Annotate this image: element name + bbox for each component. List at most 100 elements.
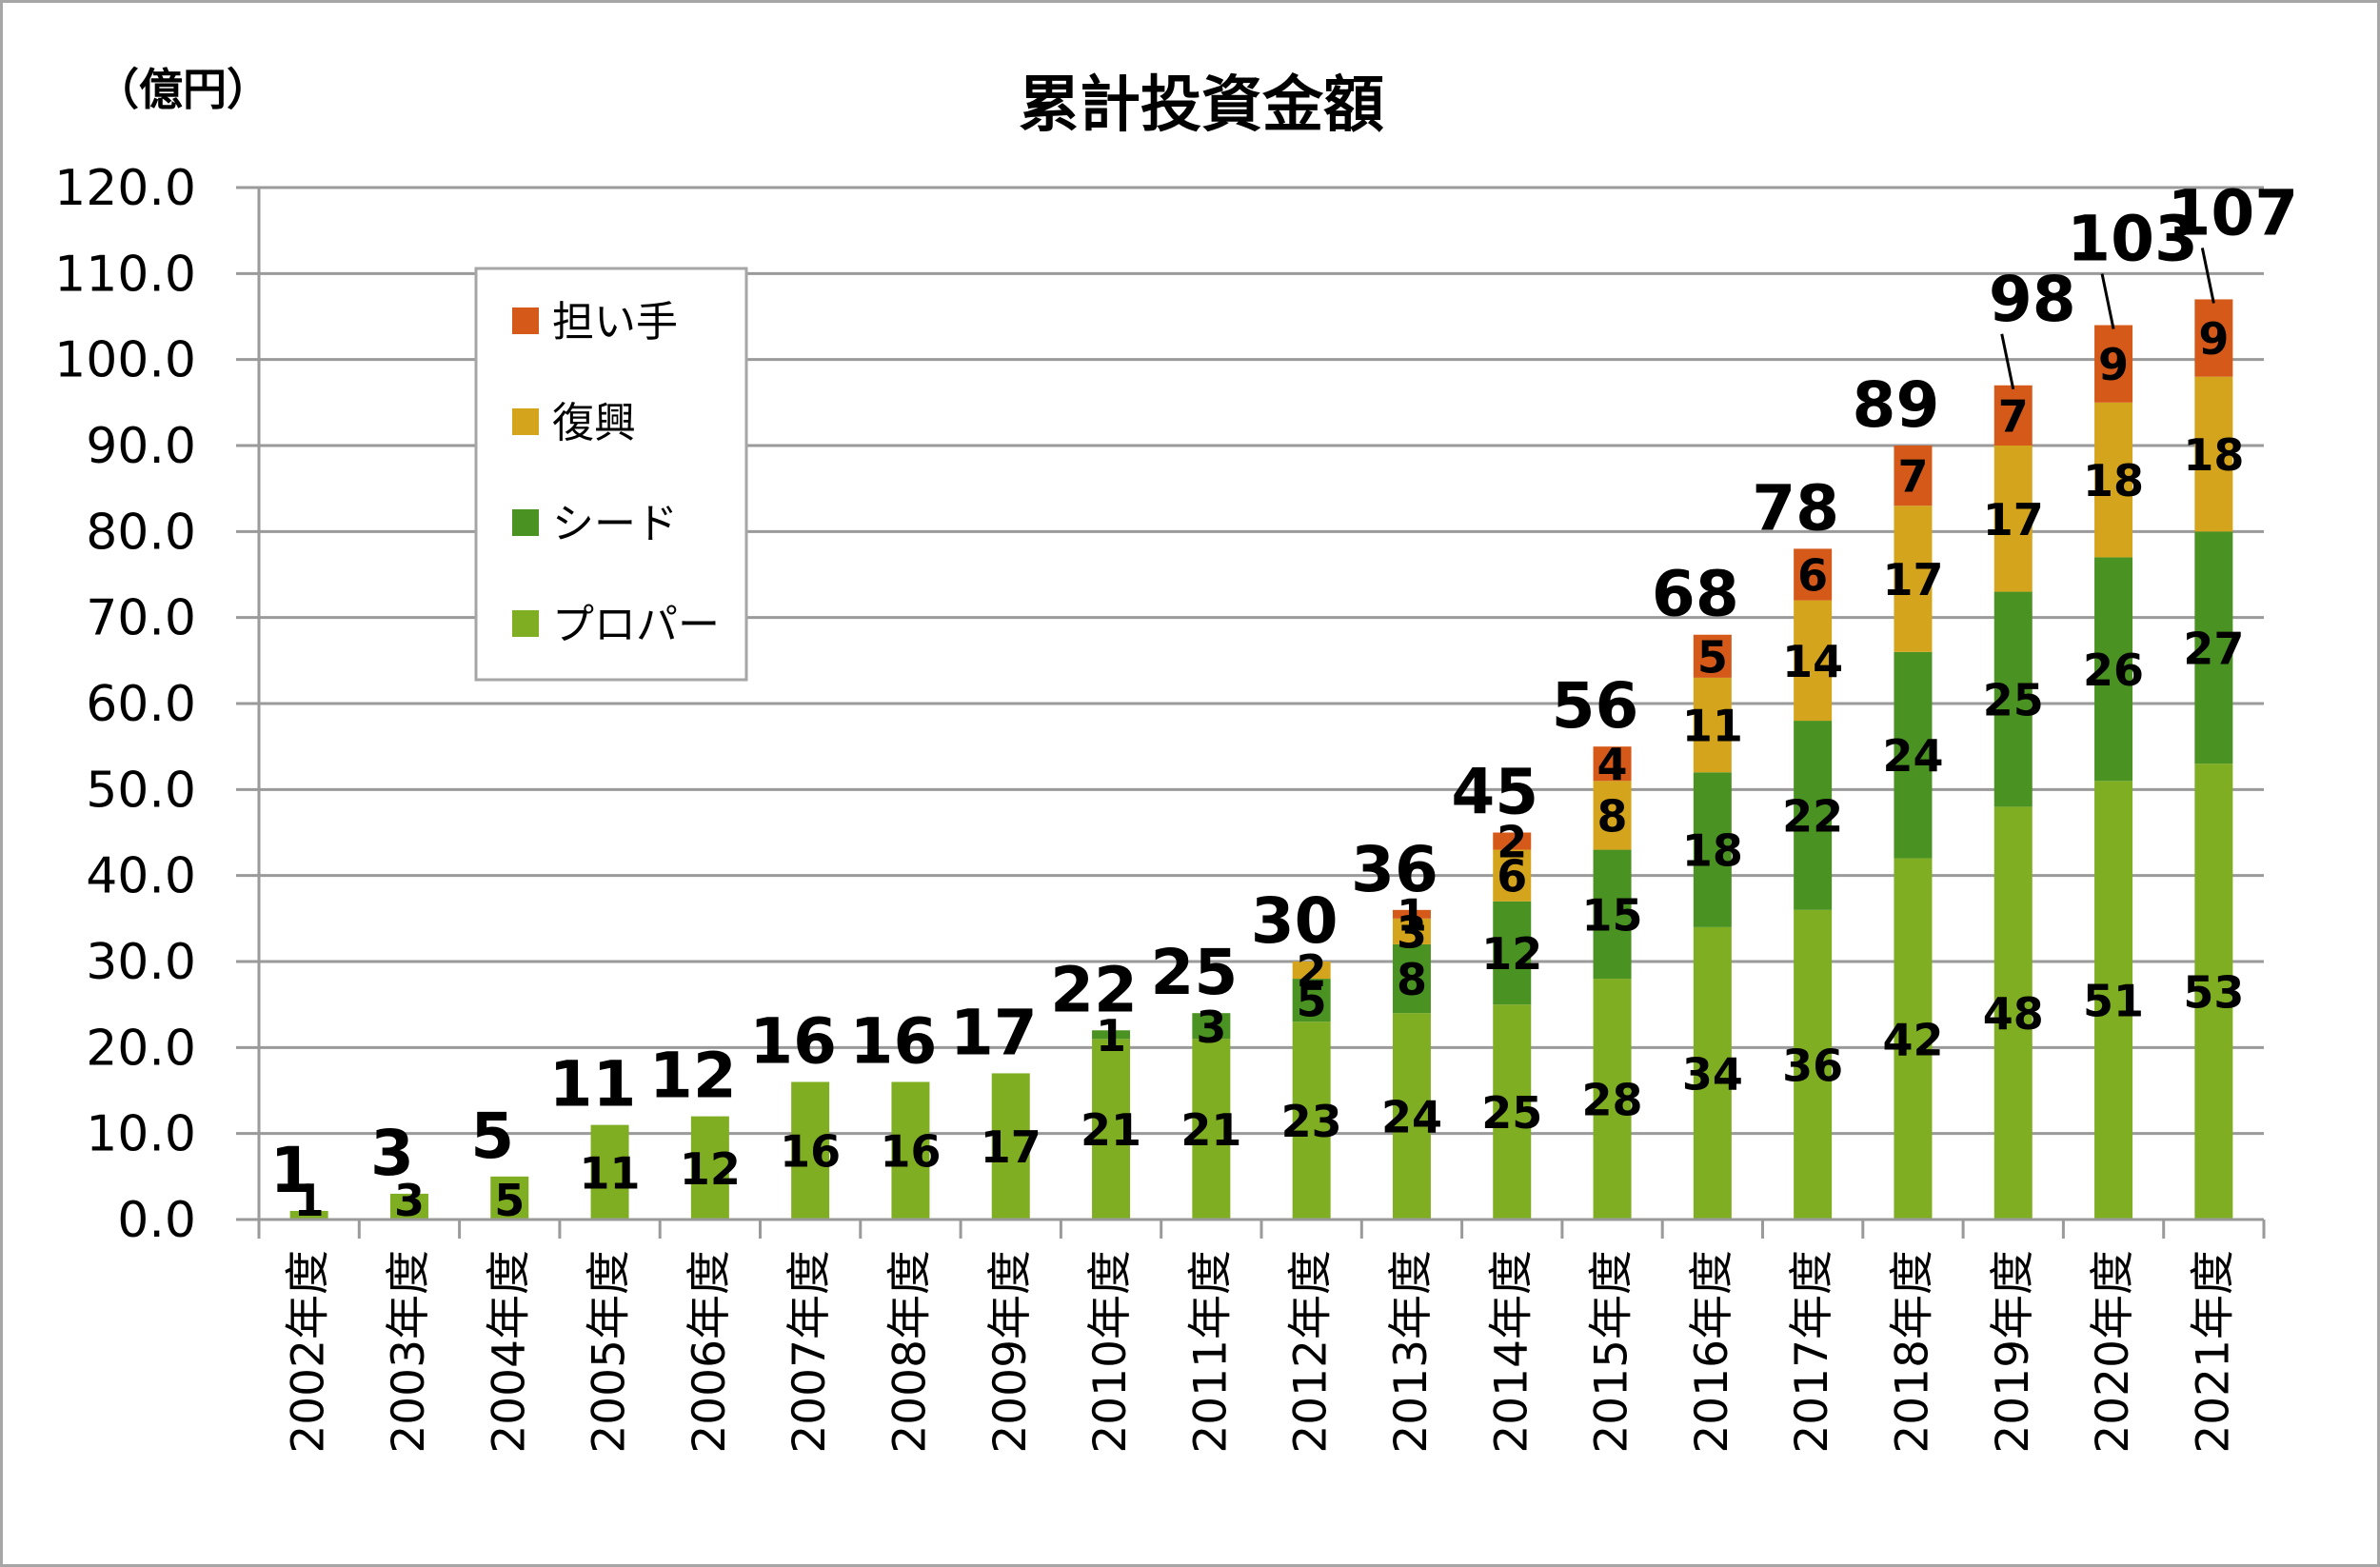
x-tick-label: 2021年度	[2187, 1250, 2239, 1454]
bar-segment	[1493, 901, 1532, 1005]
segment-value-label: 42	[1882, 1014, 1943, 1065]
segment-value-label: 3	[394, 1175, 425, 1226]
legend-label: 復興	[552, 399, 636, 447]
y-tick-label: 60.0	[86, 676, 196, 733]
total-value-label: 68	[1652, 558, 1739, 631]
bar-segment	[1192, 1013, 1231, 1040]
segment-value-label: 6	[1797, 550, 1828, 602]
bar-segment	[991, 1073, 1030, 1220]
bar-segment	[1593, 781, 1632, 850]
total-value-label: 107	[2167, 176, 2298, 249]
x-tick-label: 2006年度	[684, 1250, 736, 1454]
bar-segment	[1993, 446, 2033, 592]
total-value-label: 78	[1752, 471, 1839, 545]
segment-value-label: 9	[2098, 339, 2129, 390]
bar-segment	[389, 1193, 428, 1220]
total-value-label: 11	[549, 1048, 637, 1121]
bar-segment	[1894, 651, 1933, 859]
x-tick-label: 2015年度	[1586, 1250, 1638, 1454]
y-tick-label: 70.0	[86, 590, 196, 647]
x-tick-label: 2018年度	[1886, 1250, 1938, 1454]
segment-value-label: 5	[494, 1175, 525, 1226]
total-value-label: 3	[370, 1117, 414, 1190]
total-value-label: 45	[1451, 756, 1538, 829]
bar-segment	[1192, 1039, 1231, 1220]
segment-value-label: 24	[1882, 730, 1943, 782]
bar-segment	[1593, 979, 1632, 1220]
bar-segment	[1292, 962, 1331, 980]
segment-value-label: 53	[2183, 967, 2244, 1019]
total-value-label: 30	[1251, 884, 1339, 958]
y-tick-label: 80.0	[86, 504, 196, 561]
total-value-label: 98	[1989, 263, 2076, 336]
total-leader-line	[2100, 273, 2115, 329]
segment-value-label: 5	[1697, 631, 1728, 683]
segment-value-label: 21	[1180, 1104, 1241, 1156]
legend-label: 担い手	[552, 298, 678, 347]
segment-value-label: 15	[1582, 889, 1643, 941]
bar-segment	[1894, 506, 1933, 652]
segment-value-label: 18	[2183, 429, 2244, 481]
bar-segment	[1794, 548, 1833, 601]
bar-segment	[791, 1081, 830, 1220]
segment-value-label: 16	[880, 1126, 941, 1178]
bar-segment	[1092, 1030, 1131, 1040]
segment-value-label: 7	[1998, 390, 2029, 442]
total-leader-line	[2200, 248, 2215, 304]
segment-value-label: 8	[1397, 954, 1427, 1005]
y-tick-label: 0.0	[117, 1192, 196, 1249]
y-tick-label: 20.0	[86, 1020, 196, 1077]
bar-segment	[1392, 943, 1431, 1014]
x-tick-label: 2020年度	[2087, 1250, 2139, 1454]
legend-label: シード	[552, 500, 678, 548]
total-value-label: 16	[749, 1004, 837, 1078]
segment-value-label: 36	[1782, 1040, 1843, 1091]
bar-segment	[1092, 1039, 1131, 1220]
bar-segment	[1493, 849, 1532, 902]
total-value-label: 25	[1150, 936, 1238, 1009]
legend-swatch	[512, 307, 539, 334]
segment-value-label: 16	[780, 1126, 841, 1178]
segment-value-label: 3	[1196, 1002, 1226, 1053]
bar-segment	[2194, 764, 2233, 1220]
total-value-label: 1	[270, 1134, 314, 1207]
segment-value-label: 7	[1897, 451, 1928, 503]
y-tick-label: 120.0	[54, 160, 196, 217]
total-value-label: 89	[1853, 368, 1940, 442]
bar-segment	[2194, 299, 2233, 377]
bar-segment	[1593, 746, 1632, 782]
x-axis-tick-labels: 2002年度 2003年度 2004年度 2005年度 2006年度 2007年度 2008…	[283, 1250, 2240, 1454]
x-tick-label: 2010年度	[1084, 1250, 1137, 1454]
legend-label: プロパー	[552, 601, 720, 649]
bar-segment	[289, 1210, 328, 1220]
y-tick-label: 110.0	[54, 246, 196, 303]
bar-segment	[2094, 325, 2133, 403]
x-tick-label: 2005年度	[584, 1250, 636, 1454]
segment-value-label: 21	[1081, 1104, 1141, 1156]
x-tick-label: 2019年度	[1987, 1250, 2039, 1454]
segment-value-label: 17	[981, 1121, 1041, 1173]
bar-segment	[1292, 1022, 1331, 1220]
segment-value-label: 51	[2083, 976, 2144, 1027]
segment-data-labels: 1 3 511 12 16 16 17 211213235224831251262281584…	[294, 313, 2245, 1226]
total-value-label: 103	[2067, 203, 2198, 276]
bar-segment	[2194, 531, 2233, 764]
total-value-label: 17	[950, 996, 1038, 1069]
segment-value-label: 5	[1297, 976, 1327, 1027]
segment-value-label: 23	[1281, 1096, 1342, 1147]
bar-segment	[1493, 832, 1532, 850]
bar-segment	[1493, 1004, 1532, 1220]
y-tick-label: 10.0	[86, 1106, 196, 1163]
axes	[257, 188, 2266, 1239]
segment-value-label: 12	[1481, 928, 1542, 980]
total-value-label: 22	[1050, 953, 1138, 1026]
segment-value-label: 18	[1682, 825, 1743, 877]
x-tick-label: 2002年度	[283, 1250, 335, 1454]
y-tick-label: 90.0	[86, 418, 196, 475]
segment-value-label: 26	[2083, 645, 2144, 696]
bar-segment	[2094, 781, 2133, 1220]
segment-value-label: 25	[1983, 674, 2044, 725]
x-tick-label: 2012年度	[1285, 1250, 1338, 1454]
